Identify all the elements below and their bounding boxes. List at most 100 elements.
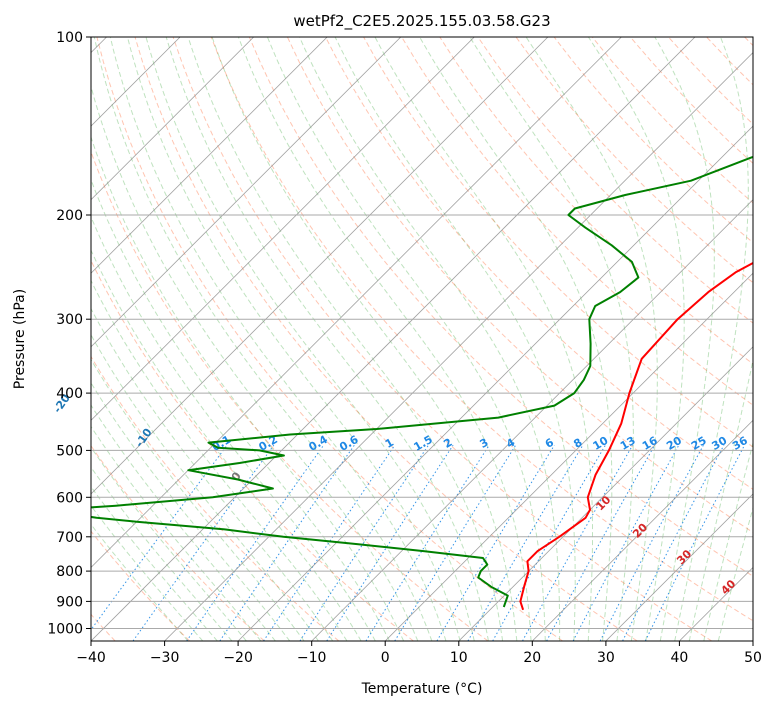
isotherm (458, 346, 753, 641)
dry-adiabat (134, 37, 638, 641)
dry-adiabat (91, 444, 265, 641)
mixing-ratio-label: 1 (383, 436, 396, 451)
moist-adiabat (299, 37, 561, 641)
moist-adiabat-label: 40 (718, 577, 738, 597)
y-tick-label: 300 (56, 312, 83, 328)
dry-adiabat (744, 37, 753, 47)
x-tick-label: 30 (597, 650, 615, 666)
dry-adiabat (325, 37, 753, 490)
moist-adiabat-label: 20 (630, 520, 650, 540)
y-tick-label: 200 (56, 208, 83, 224)
y-tick-label: 900 (56, 594, 83, 610)
isotherm (91, 37, 696, 641)
moist-adiabat (145, 37, 475, 641)
dry-adiabat (515, 37, 753, 284)
moist-adiabat (93, 37, 433, 641)
isotherm (91, 37, 475, 421)
background-lines (91, 37, 753, 641)
dry-adiabat (553, 37, 753, 244)
moist-adiabat (674, 37, 749, 641)
dewpoint-line (91, 155, 753, 608)
chart-title: wetPf2_C2E5.2025.155.03.58.G23 (293, 12, 550, 31)
dry-adiabat (91, 530, 191, 641)
mixing-ratio-line (186, 444, 325, 641)
moist-adiabat (91, 404, 276, 641)
mixing-ratio-line (132, 444, 275, 641)
mixing-ratio-line (622, 444, 725, 641)
y-tick-label: 800 (56, 564, 83, 580)
dry-adiabat (91, 259, 414, 641)
moist-adiabat (91, 333, 319, 641)
mixing-ratio-line (599, 444, 704, 641)
axes: −40 −30 −20 −10 0 10 20 30 40 50 100 200 300 400 500 60… (47, 30, 762, 666)
dry-adiabat (172, 37, 713, 641)
dry-adiabat (401, 37, 753, 406)
moist-adiabat (91, 485, 218, 641)
mixing-ratio-line (572, 444, 680, 641)
isotherm (237, 125, 753, 641)
isotherm (91, 37, 328, 274)
y-tick-label: 500 (56, 443, 83, 459)
dry-adiabat (210, 37, 753, 622)
x-tick-label: −20 (223, 650, 253, 666)
mixing-ratio-label: 6 (543, 436, 556, 451)
y-tick-label: 700 (56, 530, 83, 546)
y-axis-label: Pressure (hPa) (12, 289, 28, 389)
x-tick-label: 50 (744, 650, 762, 666)
moist-adiabat (91, 523, 189, 641)
mixing-ratio-line (219, 444, 355, 641)
y-tick-label: 400 (56, 386, 83, 402)
moist-adiabat (525, 37, 658, 641)
moist-adiabat (469, 37, 634, 641)
moist-adiabat (127, 37, 461, 641)
dry-adiabat (706, 37, 753, 86)
isotherm (532, 419, 753, 641)
y-tick-label: 100 (56, 30, 83, 46)
moist-adiabat (165, 37, 489, 641)
moist-adiabat (688, 358, 753, 641)
x-tick-label: −10 (297, 650, 327, 666)
moist-adiabat (654, 37, 715, 641)
moist-adiabat (334, 37, 576, 641)
temperature-line (519, 261, 753, 611)
isotherm (91, 37, 254, 201)
isotherm (752, 640, 753, 641)
x-tick-label: −30 (150, 650, 180, 666)
dry-adiabat-label: -10 (133, 426, 155, 450)
moist-adiabat (109, 37, 447, 641)
isotherm (91, 37, 622, 568)
dry-adiabat (91, 355, 340, 641)
isotherm (605, 493, 753, 641)
x-tick-label: −40 (76, 650, 106, 666)
moist-adiabat (717, 506, 753, 641)
moist-adiabat (91, 466, 233, 641)
isotherm (164, 52, 753, 641)
mixing-ratio-line (326, 444, 454, 641)
moist-adiabat (91, 84, 419, 641)
isotherm (91, 37, 549, 495)
dry-adiabat (91, 150, 489, 641)
mixing-ratio-line (394, 444, 517, 641)
moist-adiabat (91, 425, 262, 641)
moist-adiabat-label: 10 (593, 493, 613, 513)
moist-adiabat (187, 37, 504, 641)
x-axis-label: Temperature (°C) (361, 681, 483, 697)
moist-adiabat (91, 135, 405, 641)
moist-adiabat (419, 37, 613, 641)
dry-adiabat (248, 37, 753, 577)
mixing-ratio-line (263, 444, 396, 641)
x-tick-label: 40 (670, 650, 688, 666)
moist-adiabat (237, 37, 532, 641)
moist-adiabat (91, 358, 305, 641)
isotherm (311, 199, 753, 641)
mixing-ratio-line (522, 444, 634, 641)
moist-adiabat (587, 37, 685, 641)
moist-adiabat (91, 178, 390, 641)
mixing-ratio-label: 4 (504, 436, 517, 451)
x-tick-label: 0 (381, 650, 390, 666)
moist-adiabat (703, 440, 753, 641)
mixing-ratio-label: 3 (477, 436, 490, 451)
isotherm (384, 272, 753, 641)
mixing-ratio-line (467, 444, 584, 641)
